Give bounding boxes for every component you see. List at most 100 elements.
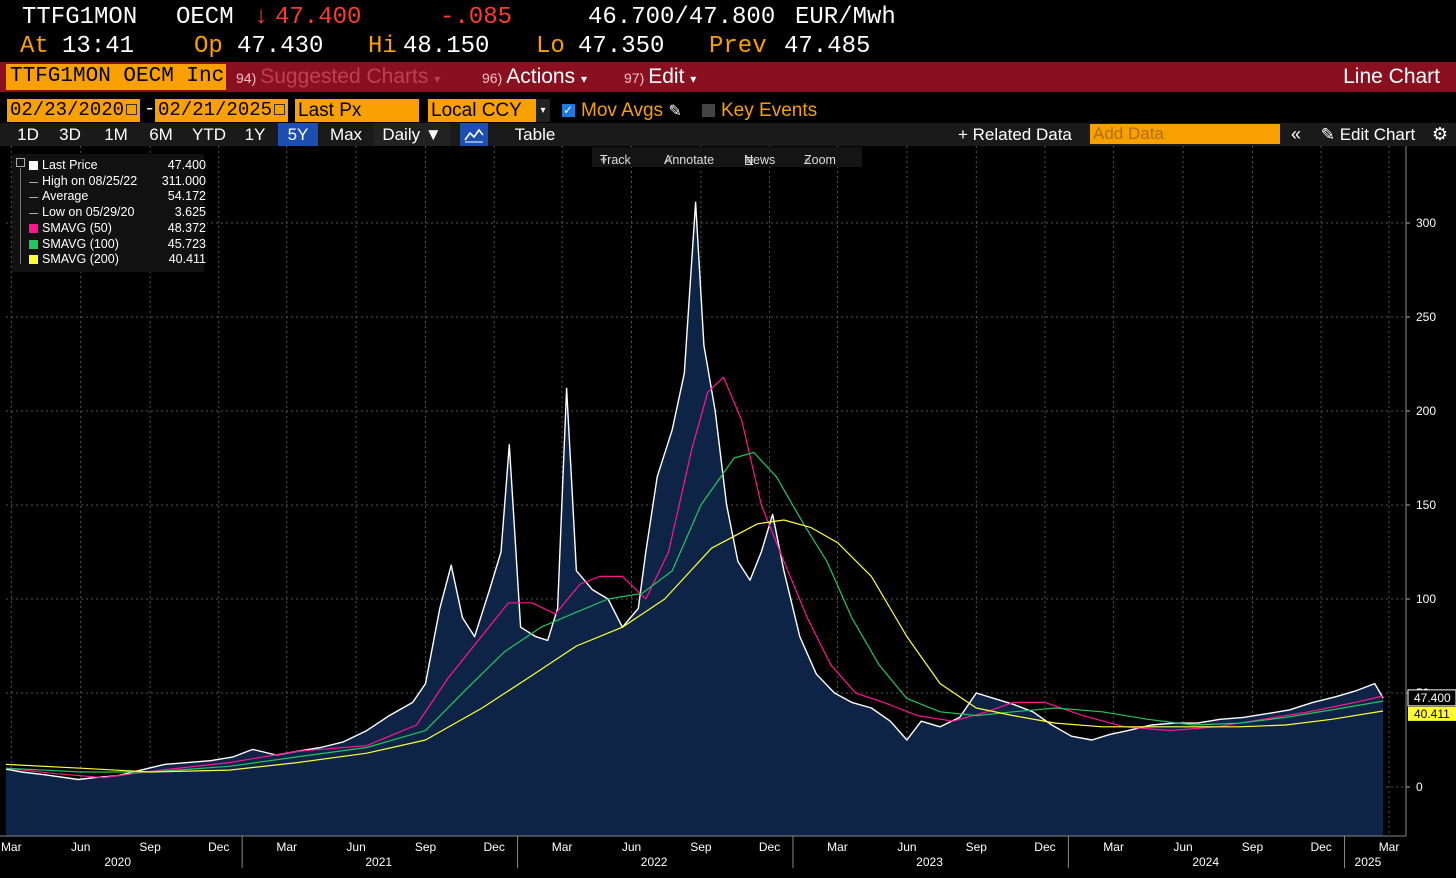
open-label: Op	[194, 33, 223, 60]
range-1m[interactable]: 1M	[104, 125, 128, 144]
chart-type-label: Line Chart	[1343, 65, 1440, 88]
net-change: -.085	[440, 4, 513, 31]
y-tick-label: 250	[1416, 310, 1436, 324]
series-line	[5, 201, 1384, 781]
range-5y[interactable]: 5Y	[278, 123, 318, 146]
x-month-label: Dec	[484, 840, 505, 854]
key-events-label: Key Events	[721, 100, 818, 121]
gear-icon[interactable]: ⚙	[1431, 124, 1449, 144]
caret-down-icon: ▾	[690, 72, 697, 86]
collapse-icon[interactable]: «	[1290, 124, 1301, 144]
legend-item: Low on 05/29/20 3.625	[29, 205, 212, 220]
legend-collapse-icon[interactable]	[16, 158, 25, 167]
calendar-icon[interactable]	[126, 104, 137, 115]
range-max[interactable]: Max	[329, 125, 363, 144]
suggested-num: 94)	[236, 70, 257, 86]
prev-label: Prev	[709, 33, 767, 60]
x-month-label: Jun	[346, 840, 365, 854]
x-year-label: 2022	[641, 855, 668, 869]
related-data-button[interactable]: + Related Data	[958, 125, 1072, 144]
actions-label: Actions	[506, 65, 576, 88]
legend-swatch	[29, 181, 38, 183]
crosshair-icon: ⌖	[600, 153, 608, 167]
annotate-icon: ⟋	[664, 153, 673, 167]
legend-tree-line	[20, 168, 21, 264]
pencil-icon: ✎	[1320, 125, 1335, 144]
legend-item: SMAVG (200) 40.411	[29, 252, 212, 267]
x-month-label: Mar	[1379, 840, 1400, 854]
caret-down-icon: ▾	[434, 72, 441, 86]
high-value: 48.150	[403, 33, 490, 60]
x-month-label: Jun	[622, 840, 641, 854]
checkbox-unchecked-icon[interactable]	[702, 104, 715, 117]
ticker: TTFG1MON	[22, 4, 138, 31]
start-date-value: 02/23/2020	[10, 99, 125, 121]
legend-value: 54.172	[167, 189, 206, 204]
date-range-dash: -	[144, 98, 156, 120]
end-date-field[interactable]: 02/21/2025	[155, 99, 288, 122]
zoom-label: Zoom	[804, 153, 836, 167]
x-month-label: Jun	[897, 840, 916, 854]
checkbox-checked-icon[interactable]: ✓	[562, 103, 575, 117]
calendar-icon[interactable]	[274, 104, 285, 115]
edit-button[interactable]: 97) Edit ▾	[624, 62, 696, 92]
legend-value: 47.400	[167, 158, 206, 172]
dropdown-arrow-icon[interactable]: ▾	[536, 99, 550, 122]
legend-item: Last Price 47.400	[29, 158, 212, 172]
pencil-icon[interactable]: ✎	[668, 103, 682, 120]
line-chart-icon	[464, 128, 484, 143]
legend-value: 3.625	[174, 205, 206, 220]
x-year-label: 2023	[916, 855, 943, 869]
actions-num: 96)	[482, 70, 503, 86]
edit-chart-button[interactable]: ✎ Edit Chart	[1314, 123, 1422, 146]
last-price: 47.400	[275, 4, 362, 31]
range-1d[interactable]: 1D	[17, 125, 39, 144]
chart-legend: Last Price 47.400 High on 08/25/22 311.000 A…	[12, 154, 206, 272]
start-date-field[interactable]: 02/23/2020	[7, 99, 140, 122]
suggested-charts-button[interactable]: 94) Suggested Charts ▾	[236, 62, 440, 92]
high-label: Hi	[368, 33, 397, 60]
x-month-label: Mar	[827, 840, 848, 854]
range-ytd[interactable]: YTD	[192, 125, 226, 144]
legend-label: SMAVG (200)	[42, 252, 119, 267]
legend-item: SMAVG (100) 45.723	[29, 236, 212, 251]
x-month-label: Sep	[690, 840, 712, 854]
currency-select[interactable]: Local CCY ▾	[428, 99, 550, 122]
price-chart[interactable]: 050100150200250300 MarJunSepDecMarJunSep…	[0, 146, 1456, 878]
x-month-label: Sep	[139, 840, 161, 854]
track-label: Track	[600, 153, 631, 167]
mov-avgs-toggle[interactable]: ✓ Mov Avgs ✎	[562, 99, 682, 122]
legend-label: Last Price	[42, 158, 98, 172]
y-tick-label: 100	[1416, 592, 1436, 606]
y-tick-label: 0	[1416, 780, 1423, 794]
legend-label: Average	[42, 189, 89, 204]
news-label: News	[744, 153, 776, 167]
range-3d[interactable]: 3D	[59, 125, 81, 144]
y-tick-label: 200	[1416, 404, 1436, 418]
edit-label: Edit	[648, 65, 685, 88]
frequency-select[interactable]: Daily ▼	[374, 123, 450, 146]
legend-item: SMAVG (50) 48.372	[29, 220, 212, 235]
legend-label: SMAVG (50)	[42, 220, 112, 235]
x-month-label: Dec	[1034, 840, 1055, 854]
add-data-input[interactable]: Add Data	[1090, 124, 1280, 144]
range-6m[interactable]: 6M	[149, 125, 173, 144]
table-button[interactable]: Table	[514, 125, 556, 144]
key-events-toggle[interactable]: Key Events	[702, 99, 817, 122]
price-tags: 47.400 40.411	[1407, 689, 1456, 721]
price-field-select[interactable]: Last Px	[295, 99, 419, 122]
range-1y[interactable]: 1Y	[244, 125, 266, 144]
series-line	[5, 376, 1384, 779]
legend-label: Low on 05/29/20	[42, 205, 135, 220]
x-axis: Mar Jun Sep Dec Mar Jun Sep Dec Mar Jun Sep Dec Mar J…	[0, 835, 1406, 869]
line-chart-button[interactable]	[460, 123, 488, 146]
currency-value: Local CCY	[431, 100, 522, 121]
chart-tools: ⌖ Track ⟋ Annotate ≣ News ⌕ Zoom	[592, 147, 862, 168]
actions-button[interactable]: 96) Actions ▾	[482, 62, 587, 92]
unit: EUR/Mwh	[795, 4, 896, 31]
low-label: Lo	[536, 33, 565, 60]
legend-swatch	[29, 255, 38, 265]
legend-label: SMAVG (100)	[42, 236, 119, 251]
security-field[interactable]: TTFG1MON OECM Inc	[6, 64, 226, 90]
x-month-label: Sep	[415, 840, 437, 854]
